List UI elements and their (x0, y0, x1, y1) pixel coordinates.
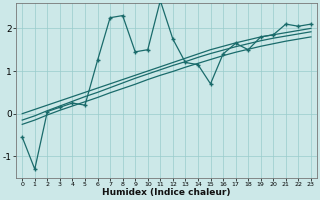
X-axis label: Humidex (Indice chaleur): Humidex (Indice chaleur) (102, 188, 231, 197)
